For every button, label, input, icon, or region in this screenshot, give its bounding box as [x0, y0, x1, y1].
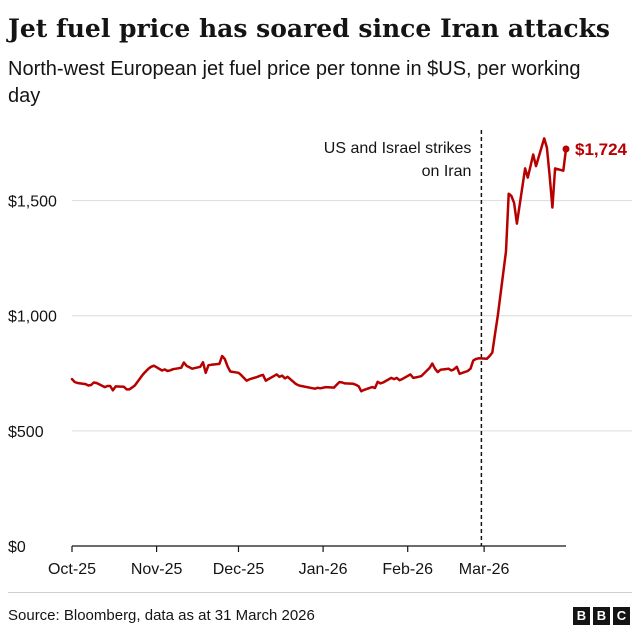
bbc-logo-letter: C [613, 607, 630, 625]
gridlines [72, 200, 632, 432]
y-tick-label: $1,500 [8, 194, 57, 211]
x-axis: Oct-25 Nov-25 Dec-25 Jan-26 Feb-26 Mar-26 [48, 545, 566, 578]
x-tick-label: Mar-26 [459, 561, 510, 578]
series-line [70, 137, 568, 393]
x-tick-label: Feb-26 [382, 561, 433, 578]
y-tick-label: $1,000 [8, 309, 57, 326]
series: $1,724 [70, 137, 628, 393]
bbc-logo-letter: B [573, 607, 590, 625]
end-point-marker [562, 145, 570, 153]
x-tick-label: Dec-25 [213, 561, 265, 578]
line-chart: $0 $500 $1,000 $1,500 Oct-25 Nov-25 Dec-25 Jan… [8, 130, 632, 578]
y-tick-label: $0 [8, 539, 26, 556]
annotation-text: US and Israel strikes [324, 140, 472, 157]
x-tick-label: Jan-26 [299, 561, 348, 578]
chart-title: Jet fuel price has soared since Iran att… [8, 14, 611, 43]
y-tick-label: $500 [8, 424, 44, 441]
y-axis-tick-labels: $0 $500 $1,000 $1,500 [8, 194, 57, 556]
end-value-label: $1,724 [575, 140, 628, 159]
strike-annotation: US and Israel strikes on Iran [324, 130, 483, 546]
x-tick-label: Nov-25 [131, 561, 183, 578]
chart-subtitle: North-west European jet fuel price per t… [8, 58, 581, 107]
footer-divider [8, 592, 632, 593]
bbc-logo: B B C [573, 607, 630, 625]
bbc-logo-letter: B [593, 607, 610, 625]
annotation-text: on Iran [422, 163, 472, 180]
source-note: Source: Bloomberg, data as at 31 March 2… [8, 607, 315, 624]
x-tick-label: Oct-25 [48, 561, 96, 578]
